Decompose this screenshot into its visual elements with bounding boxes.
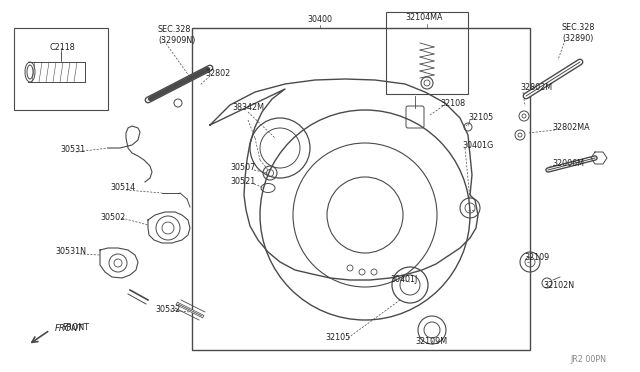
Text: FRONT: FRONT: [62, 324, 89, 333]
Text: 30400: 30400: [307, 16, 333, 25]
Text: (32890): (32890): [562, 33, 593, 42]
Text: 32108: 32108: [440, 99, 465, 108]
Text: (32909N): (32909N): [158, 36, 195, 45]
Text: 30401G: 30401G: [462, 141, 493, 150]
Text: FRONT: FRONT: [55, 324, 84, 333]
Text: SEC.328: SEC.328: [158, 26, 191, 35]
Bar: [192, 28, 530, 350]
Bar: [386, 12, 468, 94]
Text: 32802: 32802: [205, 68, 230, 77]
Text: 30507: 30507: [230, 164, 255, 173]
Text: 30521: 30521: [230, 177, 255, 186]
Text: 32102N: 32102N: [543, 280, 574, 289]
Ellipse shape: [25, 62, 35, 82]
Text: C2118: C2118: [49, 44, 75, 52]
Text: 30531N: 30531N: [55, 247, 86, 257]
Text: 30502: 30502: [100, 212, 125, 221]
Text: 38342M: 38342M: [232, 103, 264, 112]
Text: 30531: 30531: [60, 145, 85, 154]
Text: 32104MA: 32104MA: [405, 13, 443, 22]
Text: 32109M: 32109M: [415, 337, 447, 346]
Text: 32802M: 32802M: [520, 83, 552, 93]
Text: JR2 00PN: JR2 00PN: [570, 356, 606, 365]
Text: 30532: 30532: [155, 305, 180, 314]
Text: 32105: 32105: [325, 334, 350, 343]
Text: 32105: 32105: [468, 112, 493, 122]
Text: 30514: 30514: [110, 183, 135, 192]
Text: 32006M: 32006M: [552, 158, 584, 167]
Text: 32109: 32109: [524, 253, 549, 263]
Text: SEC.328: SEC.328: [562, 22, 595, 32]
Text: 32802MA: 32802MA: [552, 124, 589, 132]
Text: 30401J: 30401J: [390, 276, 417, 285]
Bar: [14, 28, 108, 110]
